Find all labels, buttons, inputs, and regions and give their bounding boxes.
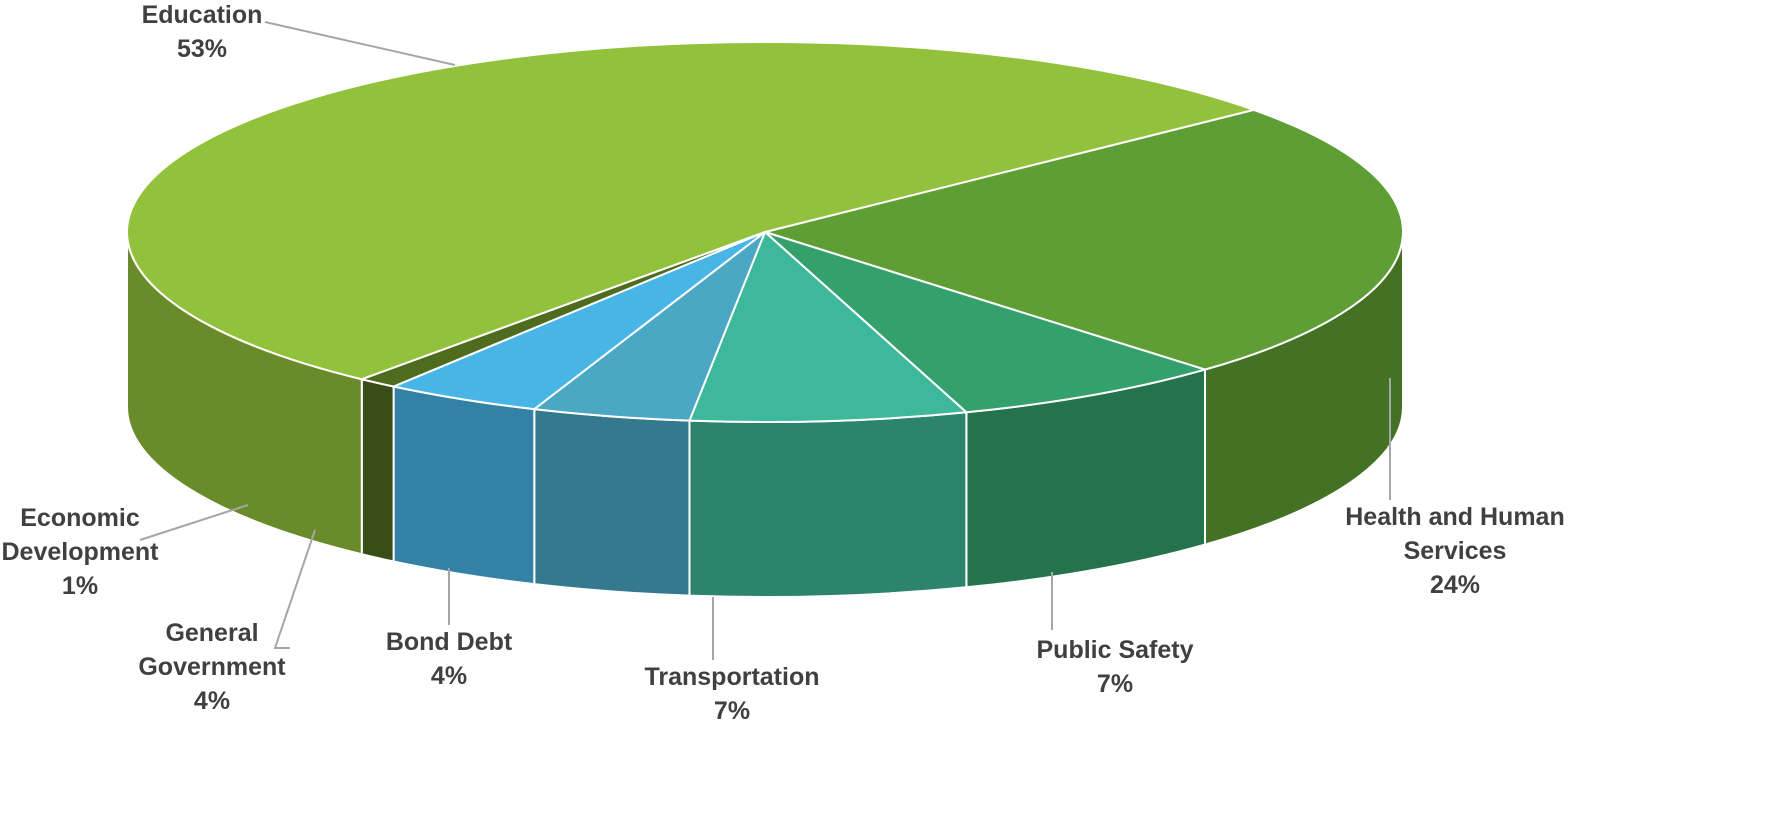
slice-side bbox=[392, 385, 536, 586]
data-label: General Government 4% bbox=[127, 616, 297, 718]
data-label: Health and Human Services 24% bbox=[1335, 500, 1575, 602]
value-label: 53% bbox=[176, 35, 228, 63]
slice-side bbox=[533, 408, 691, 597]
category-label: Transportation bbox=[644, 663, 820, 691]
data-label: Transportation 7% bbox=[612, 660, 852, 728]
data-label: Bond Debt 4% bbox=[369, 625, 529, 693]
category-label: Public Safety bbox=[1036, 636, 1194, 664]
category-label: Bond Debt bbox=[385, 628, 513, 656]
category-label: General Government bbox=[138, 619, 286, 681]
leader-line bbox=[139, 504, 249, 541]
category-label: Education bbox=[141, 1, 263, 29]
data-label: Economic Development 1% bbox=[0, 501, 165, 603]
leader-line bbox=[273, 529, 316, 649]
category-label: Economic Development bbox=[1, 504, 159, 566]
value-label: 24% bbox=[1429, 571, 1481, 599]
category-label: Health and Human Services bbox=[1345, 503, 1565, 565]
value-label: 7% bbox=[713, 697, 751, 725]
slice-side bbox=[688, 411, 968, 598]
slice-side bbox=[360, 377, 395, 563]
value-label: 7% bbox=[1096, 670, 1134, 698]
value-label: 4% bbox=[430, 662, 468, 690]
value-label: 1% bbox=[61, 572, 99, 600]
value-label: 4% bbox=[193, 687, 231, 715]
slice bbox=[764, 108, 1404, 371]
slice bbox=[688, 231, 968, 423]
slice bbox=[764, 231, 1206, 414]
slice bbox=[126, 41, 1255, 381]
data-label: Education 53% bbox=[102, 0, 302, 66]
leader-line bbox=[264, 21, 456, 66]
data-label: Public Safety 7% bbox=[1015, 633, 1215, 701]
